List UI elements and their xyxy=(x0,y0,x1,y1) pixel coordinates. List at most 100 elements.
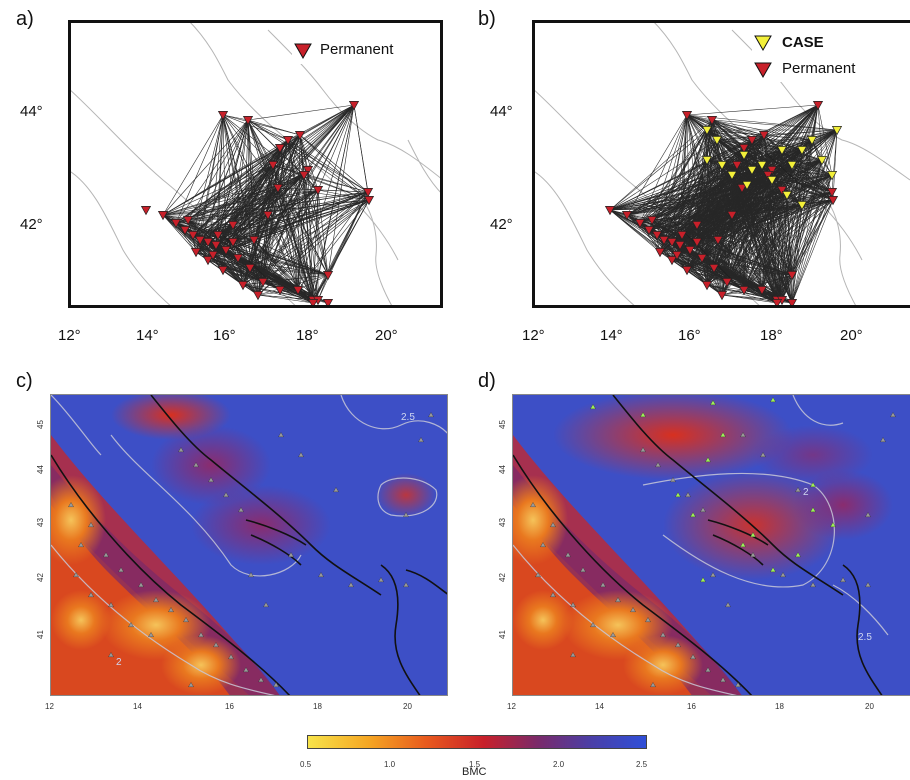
station-marker xyxy=(700,507,706,512)
station-marker xyxy=(735,682,741,687)
link-line xyxy=(706,129,813,141)
link-line xyxy=(162,114,224,216)
permanent-marker-icon xyxy=(754,62,772,78)
link-line xyxy=(676,194,788,256)
permanent-station-marker xyxy=(762,171,774,181)
c-x-18: 18 xyxy=(313,702,322,711)
y-tick-44-b: 44° xyxy=(490,103,513,120)
link-line xyxy=(247,119,329,276)
link-line xyxy=(721,164,833,176)
link-line xyxy=(676,174,733,256)
permanent-station-marker xyxy=(363,196,375,206)
station-marker xyxy=(418,437,424,442)
case-station-marker xyxy=(826,171,838,181)
case-station-marker xyxy=(726,171,738,181)
link-line xyxy=(317,104,355,191)
case-station-marker xyxy=(831,126,843,136)
link-line xyxy=(781,199,834,301)
station-marker xyxy=(670,477,676,482)
permanent-station-marker xyxy=(691,238,703,248)
permanent-station-marker xyxy=(220,246,232,256)
link-line xyxy=(651,219,698,243)
station-marker xyxy=(243,667,249,672)
station-marker xyxy=(68,502,74,507)
links-a xyxy=(162,104,370,304)
link-line xyxy=(696,149,803,243)
link-line xyxy=(187,164,274,221)
link-line xyxy=(192,114,224,236)
station-marker xyxy=(228,654,234,659)
link-line xyxy=(175,222,197,253)
link-line xyxy=(731,214,778,301)
station-marker xyxy=(168,607,174,612)
permanent-station-marker xyxy=(701,281,713,291)
case-station-marker xyxy=(766,176,778,186)
link-line xyxy=(651,219,778,301)
link-line xyxy=(717,239,783,301)
link-line xyxy=(212,254,244,286)
station-marker xyxy=(108,652,114,657)
permanent-station-marker xyxy=(322,271,334,281)
link-line xyxy=(791,164,803,206)
case-station-marker xyxy=(810,482,816,487)
station-marker xyxy=(710,572,716,577)
permanent-station-marker xyxy=(726,211,738,221)
station-marker xyxy=(88,522,94,527)
link-line xyxy=(639,114,688,224)
station-marker xyxy=(550,592,556,597)
station-marker xyxy=(550,522,556,527)
permanent-station-marker xyxy=(696,254,708,264)
x-tick-12-b: 12° xyxy=(522,327,545,344)
link-line xyxy=(676,254,793,276)
link-line xyxy=(686,204,803,271)
station-marker xyxy=(535,572,541,577)
station-marker xyxy=(428,412,434,417)
permanent-station-marker xyxy=(646,216,658,226)
panel-d-label: d) xyxy=(478,370,496,392)
permanent-station-marker xyxy=(708,264,720,274)
station-marker xyxy=(690,654,696,659)
case-station-marker xyxy=(776,146,788,156)
link-line xyxy=(639,129,708,224)
link-line xyxy=(651,164,763,221)
link-line xyxy=(706,199,834,286)
link-line xyxy=(297,274,329,291)
x-tick-16-b: 16° xyxy=(678,327,701,344)
link-line xyxy=(781,174,833,301)
link-line xyxy=(746,179,773,186)
permanent-station-marker xyxy=(267,161,279,171)
link-line xyxy=(272,164,309,171)
link-line xyxy=(651,114,688,221)
link-line xyxy=(696,139,718,243)
link-line xyxy=(706,159,753,171)
legend-b-case-label: CASE xyxy=(782,34,824,51)
link-line xyxy=(187,219,329,276)
station-marker xyxy=(108,602,114,607)
d-y-42: 42 xyxy=(497,573,507,582)
station-marker xyxy=(153,597,159,602)
permanent-station-marker xyxy=(746,136,758,146)
link-line xyxy=(212,134,301,256)
link-line xyxy=(761,149,803,166)
permanent-station-marker xyxy=(684,246,696,256)
station-marker xyxy=(148,632,154,637)
stations-a xyxy=(140,101,375,308)
link-line xyxy=(686,114,713,121)
station-marker xyxy=(880,437,886,442)
permanent-station-marker xyxy=(666,238,678,248)
link-line xyxy=(232,191,369,243)
link-line xyxy=(686,104,819,116)
case-station-marker xyxy=(796,146,808,156)
link-line xyxy=(303,104,355,176)
link-line xyxy=(175,114,224,224)
station-marker xyxy=(88,592,94,597)
station-marker xyxy=(238,507,244,512)
case-station-marker xyxy=(711,136,723,146)
link-line xyxy=(187,174,305,221)
link-line xyxy=(222,114,319,191)
link-line xyxy=(317,189,369,193)
link-line xyxy=(746,184,783,301)
link-line xyxy=(639,222,661,253)
link-line xyxy=(801,199,834,206)
station-marker xyxy=(650,682,656,687)
